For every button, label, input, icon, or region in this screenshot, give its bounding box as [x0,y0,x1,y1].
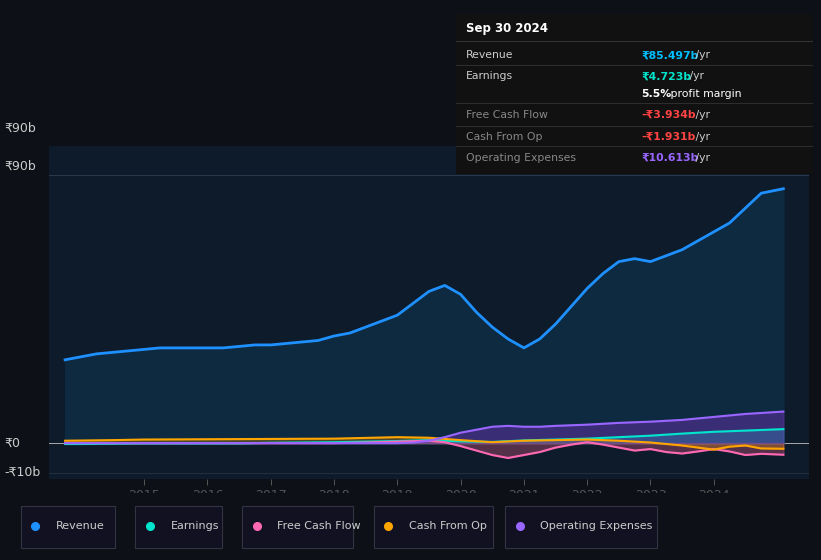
FancyBboxPatch shape [242,506,353,548]
Text: Earnings: Earnings [466,71,513,81]
Text: /yr: /yr [692,132,709,142]
Text: Free Cash Flow: Free Cash Flow [466,110,548,119]
Text: ₹85.497b: ₹85.497b [641,50,699,60]
Text: Earnings: Earnings [171,521,219,531]
Text: Operating Expenses: Operating Expenses [540,521,653,531]
FancyBboxPatch shape [135,506,222,548]
Text: 5.5%: 5.5% [641,89,672,99]
Text: Cash From Op: Cash From Op [466,132,543,142]
Text: ₹10.613b: ₹10.613b [641,153,699,162]
Text: -₹1.931b: -₹1.931b [641,132,695,142]
Text: /yr: /yr [686,71,704,81]
Text: ₹90b: ₹90b [4,160,36,172]
Text: ₹0: ₹0 [4,437,20,450]
Text: profit margin: profit margin [667,89,742,99]
Text: ₹4.723b: ₹4.723b [641,71,691,81]
Text: ₹90b: ₹90b [4,122,36,134]
FancyBboxPatch shape [21,506,115,548]
Text: /yr: /yr [692,50,709,60]
Text: Operating Expenses: Operating Expenses [466,153,576,162]
Text: /yr: /yr [692,110,709,119]
Text: -₹10b: -₹10b [4,466,40,479]
Text: Revenue: Revenue [56,521,104,531]
Text: -₹3.934b: -₹3.934b [641,110,696,119]
Text: Cash From Op: Cash From Op [409,521,487,531]
FancyBboxPatch shape [374,506,493,548]
Text: Revenue: Revenue [466,50,514,60]
FancyBboxPatch shape [505,506,657,548]
Text: Sep 30 2024: Sep 30 2024 [466,22,548,35]
Text: /yr: /yr [692,153,709,162]
Text: Free Cash Flow: Free Cash Flow [277,521,361,531]
